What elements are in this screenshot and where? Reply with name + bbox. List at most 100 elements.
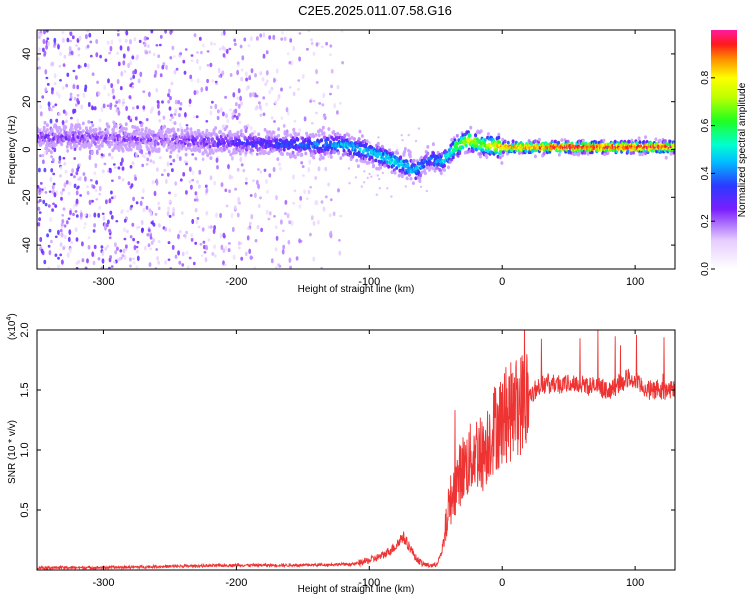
ridge-cell xyxy=(172,130,176,135)
noise-cell xyxy=(140,219,144,226)
noise-cell xyxy=(273,77,276,83)
noise-cell xyxy=(80,212,83,218)
noise-cell xyxy=(179,52,183,56)
ridge-cell xyxy=(195,135,199,140)
noise-cell xyxy=(84,62,87,68)
ridge-cell xyxy=(269,139,273,144)
noise-cell xyxy=(257,204,261,208)
ridge-cell xyxy=(209,156,213,161)
noise-cell xyxy=(309,99,312,104)
noise-cell xyxy=(136,249,139,254)
noise-cell xyxy=(59,174,62,178)
noise-cell xyxy=(181,251,185,257)
noise-cell xyxy=(62,109,66,114)
noise-cell xyxy=(238,201,242,205)
ridge-cell xyxy=(403,147,407,151)
noise-cell xyxy=(172,158,176,163)
ridge-cell xyxy=(55,126,59,131)
ridge-cell xyxy=(175,138,179,142)
noise-cell xyxy=(145,50,149,55)
ridge-cell xyxy=(360,143,364,148)
ridge-cell xyxy=(285,133,289,138)
noise-cell xyxy=(147,44,150,48)
noise-cell xyxy=(72,108,75,115)
noise-cell xyxy=(329,198,333,202)
noise-cell xyxy=(44,191,48,194)
noise-cell xyxy=(302,174,305,177)
noise-cell xyxy=(265,102,269,107)
noise-cell xyxy=(377,136,380,139)
noise-cell xyxy=(70,173,73,177)
noise-cell xyxy=(292,174,295,180)
ridge-cell xyxy=(165,148,169,153)
noise-cell xyxy=(238,120,242,124)
noise-cell xyxy=(129,257,132,262)
noise-cell xyxy=(174,254,178,259)
noise-cell xyxy=(157,54,161,58)
noise-cell xyxy=(46,82,50,86)
noise-cell xyxy=(159,34,163,39)
noise-cell xyxy=(156,256,160,261)
noise-cell xyxy=(340,30,344,33)
noise-cell xyxy=(91,72,95,76)
noise-cell xyxy=(419,185,423,188)
ridge-cell xyxy=(171,127,175,131)
ridge-cell xyxy=(293,139,297,144)
noise-cell xyxy=(115,220,119,223)
noise-cell xyxy=(195,219,199,225)
noise-cell xyxy=(145,152,148,155)
noise-cell xyxy=(60,196,63,201)
noise-cell xyxy=(113,260,116,264)
noise-cell xyxy=(84,266,88,269)
noise-cell xyxy=(293,189,297,193)
svg-text:(x104): (x104) xyxy=(6,313,18,340)
noise-cell xyxy=(298,56,301,62)
noise-cell xyxy=(141,163,145,168)
noise-cell xyxy=(39,104,43,109)
noise-cell xyxy=(289,265,292,269)
noise-cell xyxy=(290,220,294,226)
ridge-cell xyxy=(333,150,336,155)
noise-cell xyxy=(73,175,76,179)
noise-cell xyxy=(201,227,205,232)
noise-cell xyxy=(254,239,258,243)
ridge-cell xyxy=(294,133,298,138)
noise-cell xyxy=(73,96,77,101)
noise-cell xyxy=(93,223,96,228)
ridge-cell xyxy=(497,132,501,137)
noise-cell xyxy=(125,105,128,111)
noise-cell xyxy=(182,172,186,177)
noise-cell xyxy=(37,222,41,227)
ridge-cell xyxy=(45,146,49,151)
noise-cell xyxy=(309,232,312,237)
ridge-cell xyxy=(293,155,297,160)
noise-cell xyxy=(101,258,105,264)
ridge-cell xyxy=(485,155,489,160)
ridge-cell xyxy=(234,132,238,137)
noise-cell xyxy=(199,243,203,246)
noise-cell xyxy=(162,115,166,120)
noise-cell xyxy=(263,168,267,172)
noise-cell xyxy=(318,102,322,105)
ridge-cell xyxy=(72,137,76,141)
noise-cell xyxy=(149,109,153,114)
ridge-cell xyxy=(41,132,45,137)
ridge-cell xyxy=(117,148,121,153)
ridge-cell xyxy=(325,150,329,155)
noise-cell xyxy=(298,204,302,209)
ridge-cell xyxy=(184,147,188,152)
noise-cell xyxy=(184,48,188,51)
noise-cell xyxy=(131,85,135,89)
noise-cell xyxy=(292,45,296,51)
noise-cell xyxy=(307,189,311,195)
noise-cell xyxy=(268,89,272,95)
ridge-cell xyxy=(399,155,403,160)
spectrogram-x-ticks: -300 -200 -100 0 100 xyxy=(92,30,644,288)
noise-cell xyxy=(118,175,121,180)
noise-cell xyxy=(315,111,318,115)
noise-cell xyxy=(138,39,142,44)
ridge-cell xyxy=(191,136,195,140)
noise-cell xyxy=(49,118,53,124)
noise-cell xyxy=(252,179,255,183)
